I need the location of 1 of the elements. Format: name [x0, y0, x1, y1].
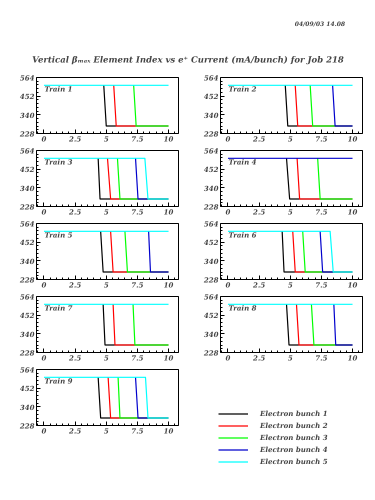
text: Vertical βₘₐₓ Element Index vs e⁺ Current (mA/bunch) for Job 218 [32, 55, 344, 66]
